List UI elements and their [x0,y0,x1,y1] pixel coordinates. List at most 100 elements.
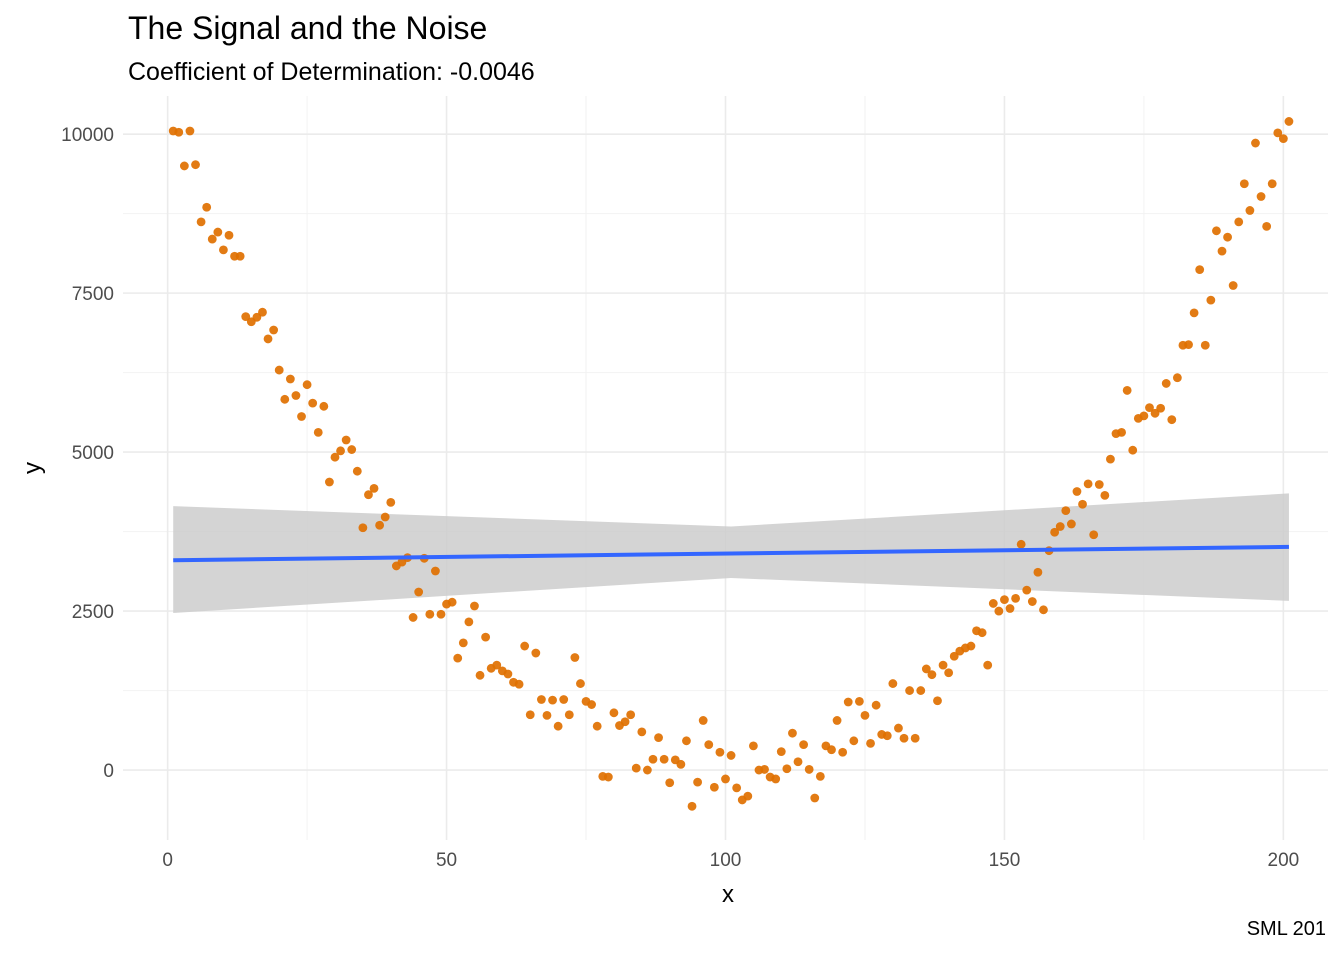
data-point [709,782,719,792]
y-tick-label: 2500 [72,602,114,623]
data-point [1206,295,1216,305]
data-point [280,394,290,404]
data-point [302,380,312,390]
data-point [319,401,329,411]
data-point [1094,480,1104,489]
data-point [927,670,937,680]
data-point [866,738,875,748]
data-point [1033,567,1043,577]
data-point [1184,340,1193,350]
data-point [693,777,703,787]
data-point [642,765,652,775]
data-point [196,217,206,227]
data-point [1172,373,1182,383]
y-tick-label: 7500 [72,284,114,305]
data-point [1284,117,1294,126]
data-point [838,747,848,757]
data-point [453,653,463,663]
data-point [258,307,267,317]
data-point [347,445,357,454]
data-point [648,754,658,764]
data-point [308,398,318,408]
data-point [1078,499,1087,509]
data-point [921,664,931,674]
y-axis-label: y [19,462,46,474]
data-point [553,721,563,731]
data-point [1212,226,1221,236]
x-tick-label: 150 [989,850,1021,871]
data-point [1139,411,1149,421]
data-point [771,774,781,784]
data-point [431,566,440,576]
data-point [380,512,390,522]
data-point [698,716,708,725]
data-point [888,679,898,688]
data-point [408,613,418,622]
data-point [1050,527,1060,537]
data-point [1100,490,1110,500]
data-point [609,708,619,718]
data-point [810,793,820,803]
data-point [637,727,647,737]
data-point [1089,530,1099,540]
data-point [1039,605,1048,615]
data-point [1000,595,1009,605]
data-point [966,641,976,651]
data-point [1262,221,1272,231]
data-point [1106,454,1115,464]
data-point [665,778,675,788]
data-point [1251,138,1260,148]
data-point [252,312,262,322]
data-point [174,127,184,137]
data-point [626,710,636,720]
y-tick-label: 5000 [72,443,114,464]
y-tick-label: 10000 [61,125,114,146]
data-point [325,477,334,487]
regression-line [173,544,1289,563]
data-point [1027,597,1037,606]
data-point [1016,539,1026,549]
data-point [916,686,926,695]
data-point [425,609,435,619]
data-point [1022,585,1032,595]
data-point [977,628,987,638]
data-point [804,765,814,774]
data-point [1256,192,1266,201]
data-point [905,686,914,695]
data-point [525,710,535,720]
data-point [179,161,189,171]
x-tick-label: 50 [436,850,457,871]
data-point [682,736,691,746]
data-point [458,638,468,648]
data-point [676,759,686,769]
data-point [447,597,457,607]
data-point [938,660,948,670]
data-point [832,716,842,725]
data-point [291,391,301,400]
data-point [815,772,825,781]
data-point [949,651,959,661]
data-point [1083,479,1093,489]
data-point [1234,217,1244,227]
data-point [492,660,502,670]
data-point [285,374,295,384]
data-point [687,801,697,811]
data-point [1167,415,1177,425]
x-axis-ticks: 0 50 100 150 200 [162,850,1299,871]
data-point [988,599,998,608]
data-point [899,733,909,743]
data-point [514,679,524,689]
major-gridlines [123,96,1328,840]
data-point [1161,379,1171,388]
data-point [475,670,485,680]
data-point [592,721,602,731]
data-point [1122,386,1132,395]
data-point [1066,519,1076,529]
data-point [1005,604,1015,613]
data-point [564,710,574,720]
data-point [1145,403,1154,412]
data-point [548,695,557,705]
data-point [1072,487,1082,496]
data-point [1239,179,1249,189]
